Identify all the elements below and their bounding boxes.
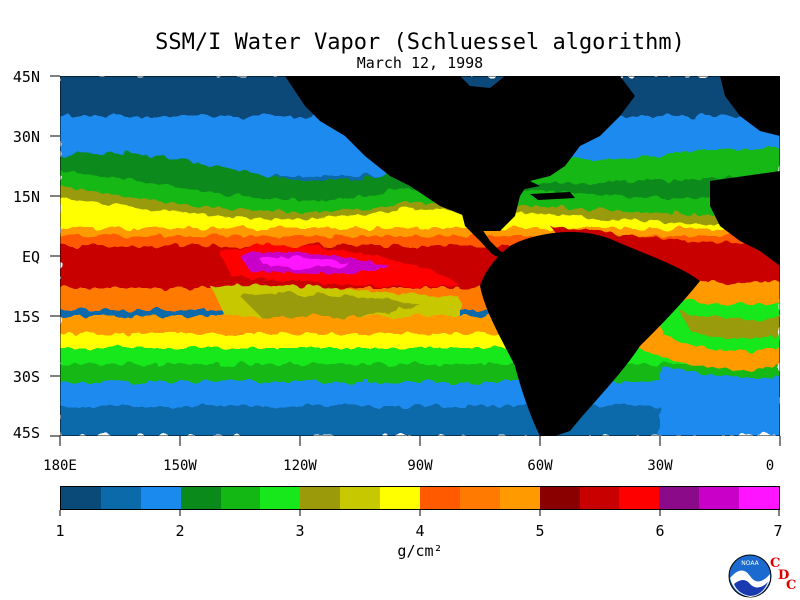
colorbar-swatch [340,487,381,509]
lat-label: 45S [12,424,40,442]
colorbar-swatch [100,487,141,509]
lon-label: 120W [283,458,317,474]
colorbar-label: 1 [55,522,65,540]
colorbar-swatch [619,487,660,509]
colorbar-swatch [739,487,780,509]
lon-label: 30W [647,458,673,474]
water-vapor-map [60,76,780,436]
landmasses [285,76,780,436]
colorbar-label: 7 [773,522,783,540]
colorbar-swatch [260,487,301,509]
colorbar-units: g/cm² [397,542,443,560]
chart-subtitle: March 12, 1998 [356,54,484,72]
lon-label: 150W [163,458,197,474]
colorbar-swatch [300,487,341,509]
lat-label: 30N [12,128,40,146]
colorbar-swatch [380,487,421,509]
lat-label: 15S [12,308,40,326]
colorbar-swatch [699,487,740,509]
colorbar-swatch [659,487,700,509]
colorbar-swatch [579,487,620,509]
colorbar-label: 4 [415,522,425,540]
colorbar-label: 2 [175,522,185,540]
colorbar-swatch [180,487,221,509]
colorbar-swatch [539,487,580,509]
noaa-logo: NOAA [728,554,772,598]
lon-label: 60W [527,458,553,474]
colorbar-swatch [220,487,261,509]
cdc-letter: D [778,568,790,583]
lon-label: 90W [407,458,433,474]
colorbar-swatch [61,487,101,509]
chart-title: SSM/I Water Vapor (Schluessel algorithm) [155,30,685,55]
colorbar-swatch [140,487,181,509]
lat-label: 45N [12,68,40,86]
lat-label: 30S [12,368,40,386]
cdc-letter: C [786,578,797,593]
lon-label: 0 [765,458,775,474]
lon-label: 180E [43,458,77,474]
colorbar-label: 3 [295,522,305,540]
colorbar-label: 6 [655,522,665,540]
lat-label: 15N [12,188,40,206]
lat-label: EQ [21,248,40,266]
colorbar-swatch [459,487,500,509]
colorbar-swatch [420,487,460,509]
colorbar [60,486,780,510]
colorbar-swatch [499,487,540,509]
cdc-letter: C [770,556,781,571]
svg-text:NOAA: NOAA [741,560,759,567]
colorbar-label: 5 [535,522,545,540]
